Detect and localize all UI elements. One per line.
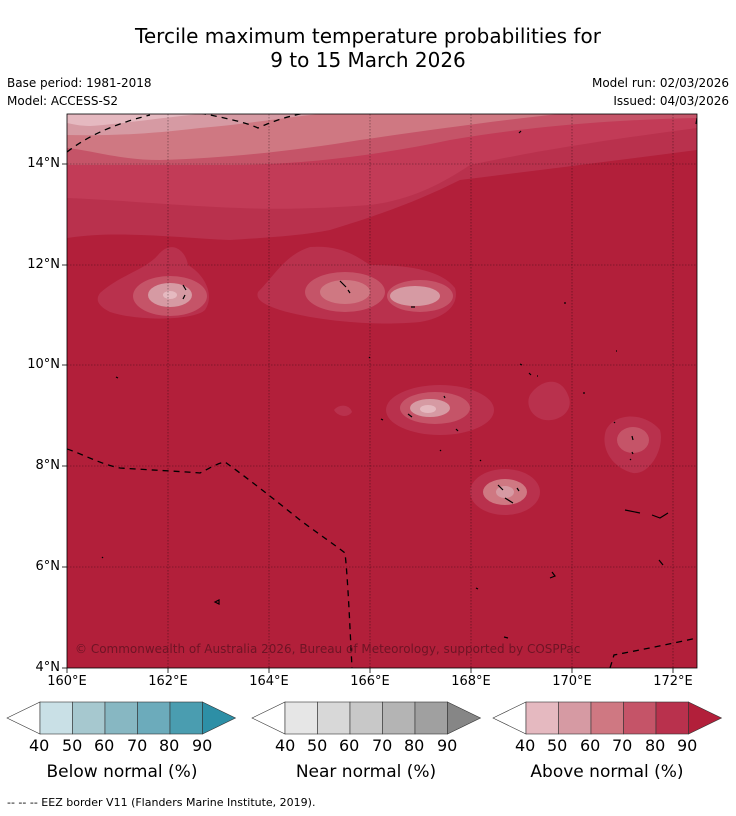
blob-166E-11N <box>257 246 456 324</box>
blob-171E-8N <box>604 416 661 474</box>
base-period: Base period: 1981-2018 <box>7 76 152 90</box>
band-45 <box>67 114 200 126</box>
issued-date: Issued: 04/03/2026 <box>613 94 729 108</box>
near-label-60: 60 <box>339 736 360 755</box>
model-run: Model run: 02/03/2026 <box>591 76 729 90</box>
near-cb-box-1 <box>284 701 318 735</box>
above-cb-extend-high <box>688 701 723 735</box>
lat-tick-14: 14°N <box>27 156 60 171</box>
near-cb-box-3 <box>349 701 383 735</box>
above-cb-box-5 <box>655 701 689 735</box>
above-label-50: 50 <box>547 736 568 755</box>
above-cb-box-4 <box>623 701 657 735</box>
near-label-40: 40 <box>275 736 296 755</box>
islands <box>101 117 697 639</box>
title-line-1: Tercile maximum temperature probabilitie… <box>135 24 601 48</box>
below-cb-extend-high <box>202 701 237 735</box>
above-cb-box-2 <box>558 701 592 735</box>
above-label-60: 60 <box>580 736 601 755</box>
model-name: Model: ACCESS-S2 <box>7 94 119 108</box>
below-cb-extend-low <box>6 701 41 735</box>
near-cb-box-2 <box>317 701 351 735</box>
below-cb-box-1 <box>39 701 73 735</box>
lat-tick-6: 6°N <box>35 559 61 574</box>
near-cb-extend-high <box>447 701 482 735</box>
blob-167E-9N <box>386 385 494 435</box>
below-label-80: 80 <box>159 736 180 755</box>
lat-tick-10: 10°N <box>27 357 60 372</box>
above-label-70: 70 <box>612 736 633 755</box>
grid-lines <box>67 114 697 668</box>
lon-tick-164: 164°E <box>249 674 289 689</box>
near-normal-title: Near normal (%) <box>295 762 437 782</box>
title-line-2: 9 to 15 March 2026 <box>270 48 466 72</box>
below-cb-box-2 <box>72 701 106 735</box>
lat-tick-8: 8°N <box>35 458 61 473</box>
near-label-80: 80 <box>404 736 425 755</box>
above-cb-box-1 <box>525 701 559 735</box>
lon-tick-166: 166°E <box>350 674 390 689</box>
lon-tick-170: 170°E <box>552 674 592 689</box>
below-label-70: 70 <box>127 736 148 755</box>
above-cb-extend-low <box>492 701 527 735</box>
blob-small <box>334 405 352 416</box>
above-label-90: 90 <box>677 736 698 755</box>
above-label-40: 40 <box>515 736 536 755</box>
meta-right: Model run: 02/03/2026 Issued: 04/03/2026 <box>592 74 729 110</box>
copyright-notice: © Commonwealth of Australia 2026, Bureau… <box>75 642 580 656</box>
below-label-60: 60 <box>94 736 115 755</box>
near-label-50: 50 <box>307 736 328 755</box>
above-cb-box-3 <box>590 701 624 735</box>
near-label-70: 70 <box>372 736 393 755</box>
above-normal-title: Above normal (%) <box>530 762 684 782</box>
lat-tick-4: 4°N <box>35 660 61 675</box>
axis-ticks <box>62 163 674 673</box>
lat-tick-12: 12°N <box>27 257 60 272</box>
below-normal-title: Below normal (%) <box>46 762 198 782</box>
lon-tick-162: 162°E <box>148 674 188 689</box>
eez-footer-note: -- -- -- EEZ border V11 (Flanders Marine… <box>7 796 316 809</box>
near-cb-box-4 <box>382 701 416 735</box>
below-label-40: 40 <box>29 736 50 755</box>
below-label-50: 50 <box>62 736 83 755</box>
below-label-90: 90 <box>192 736 213 755</box>
near-cb-extend-low <box>251 701 286 735</box>
near-label-90: 90 <box>437 736 458 755</box>
near-cb-box-5 <box>414 701 448 735</box>
meta-left: Base period: 1981-2018 Model: ACCESS-S2 <box>7 74 152 110</box>
blob-170E-9N <box>528 381 570 421</box>
blob-169E-7N <box>470 469 540 515</box>
below-cb-box-5 <box>169 701 203 735</box>
lon-tick-160: 160°E <box>47 674 87 689</box>
below-cb-box-4 <box>137 701 171 735</box>
below-cb-box-3 <box>104 701 138 735</box>
lon-tick-168: 168°E <box>451 674 491 689</box>
lon-tick-172: 172°E <box>653 674 693 689</box>
map-frame <box>66 113 698 669</box>
above-label-80: 80 <box>645 736 666 755</box>
eez-borders <box>67 114 697 668</box>
